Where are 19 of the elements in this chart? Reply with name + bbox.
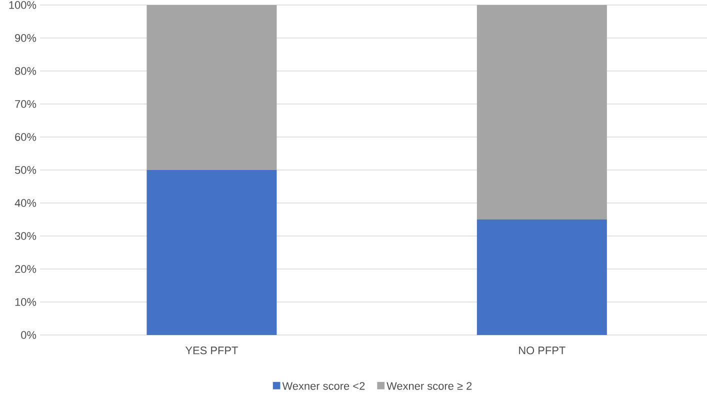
- x-tick-label: NO PFPT: [519, 346, 566, 354]
- y-tick-label: 20%: [15, 265, 36, 273]
- x-tick-label: YES PFPT: [185, 346, 238, 354]
- y-tick-label: 0%: [21, 331, 36, 339]
- y-tick-label: 60%: [15, 133, 36, 141]
- bar: [146, 170, 277, 335]
- y-tick-label: 90%: [15, 34, 36, 42]
- y-tick-label: 40%: [14, 199, 36, 207]
- bar: [476, 220, 607, 335]
- y-tick-label: 70%: [15, 100, 36, 108]
- y-tick-label: 30%: [14, 232, 36, 240]
- legend-label: Wexner score <2: [282, 382, 365, 390]
- y-tick-label: 80%: [15, 67, 36, 75]
- y-tick-label: 10%: [15, 298, 36, 306]
- y-tick-label: 100%: [9, 1, 36, 9]
- bar: [476, 4, 607, 220]
- bar: [146, 4, 277, 170]
- y-tick-label: 50%: [14, 166, 36, 174]
- legend-label: Wexner score ≥ 2: [386, 382, 472, 390]
